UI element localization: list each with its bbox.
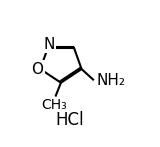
Text: CH₃: CH₃	[41, 98, 67, 112]
Text: NH₂: NH₂	[96, 73, 125, 88]
Text: HCl: HCl	[55, 111, 84, 128]
Text: O: O	[32, 62, 44, 77]
Text: N: N	[43, 37, 54, 52]
